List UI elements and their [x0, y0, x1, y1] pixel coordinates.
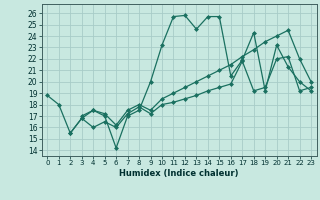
X-axis label: Humidex (Indice chaleur): Humidex (Indice chaleur) — [119, 169, 239, 178]
